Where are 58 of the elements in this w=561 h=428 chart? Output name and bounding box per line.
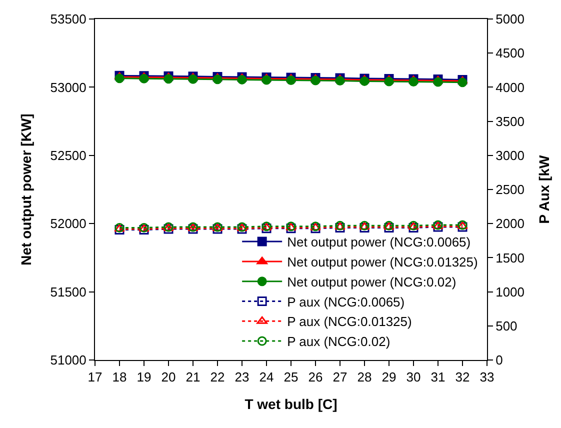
point xyxy=(458,78,468,88)
y-tick-label: 53500 xyxy=(50,12,86,27)
y-tick-label: 51500 xyxy=(50,284,86,300)
y-tick-label: 52500 xyxy=(50,148,86,163)
x-tick-label: 24 xyxy=(259,370,274,385)
point xyxy=(408,76,418,86)
x-axis-title: T wet bulb [C] xyxy=(244,396,338,412)
legend-label: P aux (NCG:0.02) xyxy=(287,334,390,350)
point xyxy=(212,74,222,84)
legend-label: Net output power (NCG:0.01325) xyxy=(287,254,478,270)
y2-tick-label: 1000 xyxy=(496,284,525,300)
y-axis-title: Net output power [KW] xyxy=(18,114,34,266)
x-tick-label: 20 xyxy=(161,370,176,385)
point xyxy=(262,75,272,85)
x-tick-label: 21 xyxy=(186,370,200,385)
point xyxy=(286,75,296,85)
point xyxy=(114,74,124,84)
y2-tick-label: 2000 xyxy=(496,216,525,232)
y2-axis-title: P Aux [kW xyxy=(536,154,552,224)
x-tick-label: 30 xyxy=(406,370,421,385)
y2-tick-label: 5000 xyxy=(496,12,525,27)
x-tick-label: 26 xyxy=(308,370,323,385)
legend-label: Net output power (NCG:0.02) xyxy=(287,274,456,290)
x-tick-label: 22 xyxy=(210,370,225,385)
y2-tick-label: 3500 xyxy=(496,114,525,129)
y2-tick-label: 500 xyxy=(496,318,518,334)
point xyxy=(360,76,370,86)
x-tick-label: 17 xyxy=(88,370,102,385)
point xyxy=(310,76,320,86)
point xyxy=(237,74,247,84)
x-tick-label: 32 xyxy=(455,370,470,385)
point xyxy=(188,74,198,84)
x-tick-label: 28 xyxy=(357,370,372,385)
y2-tick-label: 4500 xyxy=(496,46,525,61)
x-tick-label: 29 xyxy=(382,370,396,385)
x-tick-label: 27 xyxy=(332,370,348,385)
y2-tick-label: 3000 xyxy=(496,148,525,163)
legend-label: P aux (NCG:0.01325) xyxy=(287,314,412,330)
y2-tick-label: 2500 xyxy=(496,182,525,198)
x-tick-label: 19 xyxy=(136,370,152,385)
y-tick-label: 51000 xyxy=(50,352,86,368)
x-tick-label: 25 xyxy=(284,370,298,385)
point xyxy=(384,76,394,86)
point xyxy=(164,74,174,84)
y2-tick-label: 4000 xyxy=(496,80,525,95)
point xyxy=(335,76,345,86)
point xyxy=(433,77,443,87)
legend-label: Net output power (NCG:0.0065) xyxy=(287,234,471,250)
y2-tick-label: 0 xyxy=(496,352,503,368)
legend-label: P aux (NCG:0.0065) xyxy=(287,294,405,310)
x-tick-label: 18 xyxy=(112,370,127,385)
x-tick-label: 33 xyxy=(480,370,494,385)
point xyxy=(139,74,149,84)
x-tick-label: 23 xyxy=(234,370,250,385)
x-tick-label: 31 xyxy=(430,370,446,385)
y2-tick-label: 1500 xyxy=(496,250,525,266)
y-tick-label: 52000 xyxy=(50,216,86,232)
y-tick-label: 53000 xyxy=(50,80,86,95)
